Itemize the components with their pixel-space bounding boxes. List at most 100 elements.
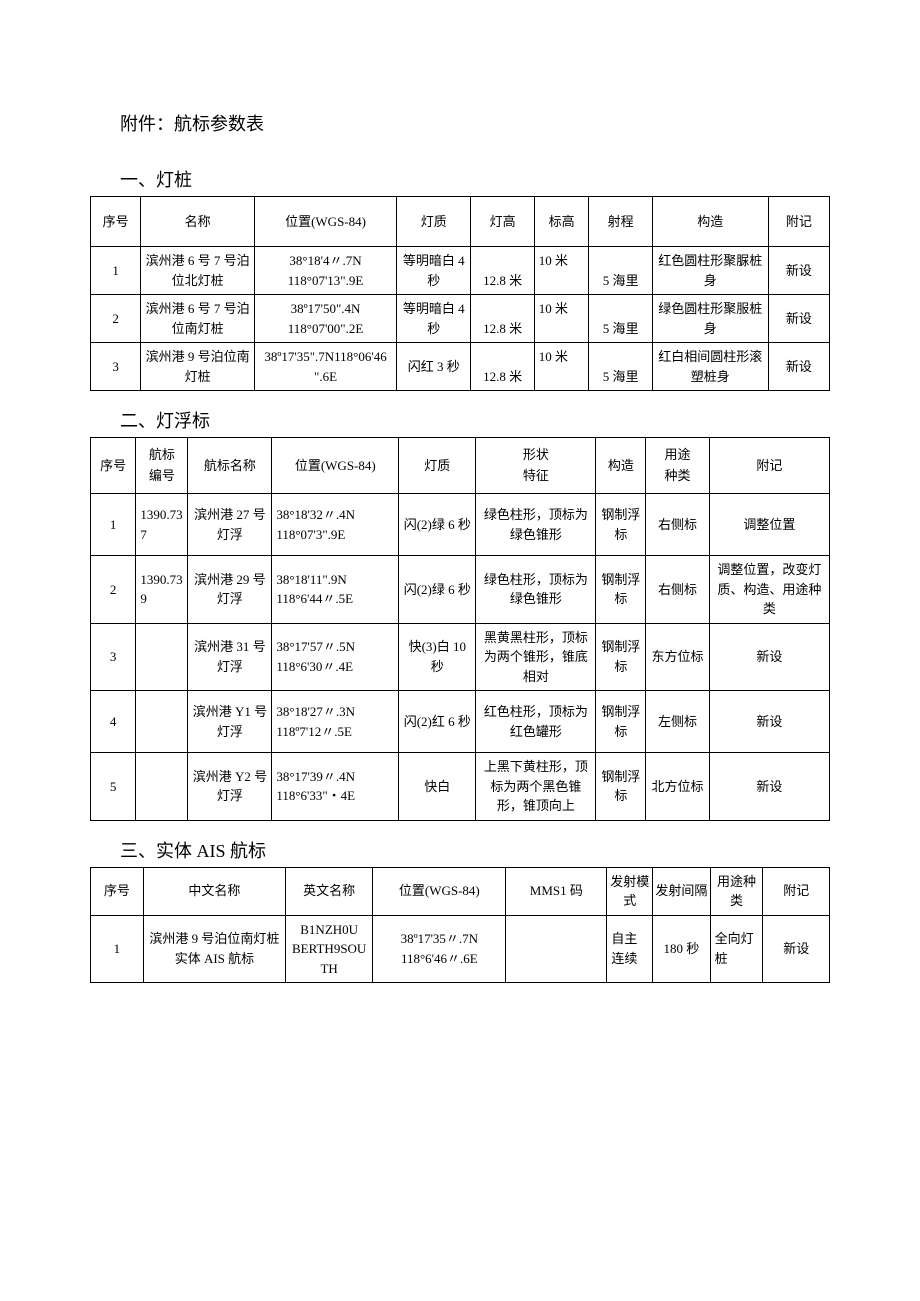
cell-mode: 自主连续 (607, 915, 653, 983)
cell-cn: 滨州港 9 号泊位南灯桩实体 AIS 航标 (143, 915, 285, 983)
cell-light: 快(3)白 10 秒 (399, 623, 476, 691)
col-header: 标高 (534, 197, 589, 247)
cell-name: 滨州港 9 号泊位南灯桩 (141, 343, 255, 391)
col-header: 航标编号 (136, 438, 188, 494)
table-row: 1滨州港 6 号 7 号泊位北灯桩38°18'4〃.7N118°07'13".9… (91, 247, 830, 295)
cell-note: 新设 (709, 691, 829, 753)
cell-struct: 钢制浮标 (596, 494, 646, 556)
cell-note: 新设 (768, 295, 829, 343)
cell-light: 闪(2)绿 6 秒 (399, 494, 476, 556)
col-header: 航标名称 (188, 438, 272, 494)
table-header-row: 序号 中文名称 英文名称 位置(WGS-84) MMS1 码 发射模式 发射间隔… (91, 867, 830, 915)
cell-name: 滨州港 27 号灯浮 (188, 494, 272, 556)
cell-pos: 38°18'4〃.7N118°07'13".9E (254, 247, 396, 295)
cell-pos: 38°18'27〃.3N118º7'12〃.5E (272, 691, 399, 753)
cell-struct: 钢制浮标 (596, 623, 646, 691)
col-header: 中文名称 (143, 867, 285, 915)
cell-shape: 上黑下黄柱形，顶标为两个黑色锥形，锥顶向上 (476, 753, 596, 821)
table-row: 1滨州港 9 号泊位南灯桩实体 AIS 航标B1NZH0U BERTH9SOUT… (91, 915, 830, 983)
cell-use: 右侧标 (646, 556, 709, 624)
cell-mark-h: 10 米 (534, 295, 589, 343)
cell-struct: 绿色圆柱形聚服桩身 (652, 295, 768, 343)
cell-name: 滨州港 31 号灯浮 (188, 623, 272, 691)
cell-pos: 38°18'11".9N118°6'44〃.5E (272, 556, 399, 624)
cell-code (136, 691, 188, 753)
cell-use: 东方位标 (646, 623, 709, 691)
cell-pos: 38º17'35".7N118°06'46".6E (254, 343, 396, 391)
cell-no: 4 (91, 691, 136, 753)
cell-no: 1 (91, 494, 136, 556)
cell-code (136, 753, 188, 821)
cell-no: 1 (91, 915, 144, 983)
col-header: 名称 (141, 197, 255, 247)
cell-note: 调整位置，改变灯质、构造、用途种类 (709, 556, 829, 624)
cell-light: 等明暗白 4 秒 (397, 247, 471, 295)
cell-shape: 黑黄黑柱形，顶标为两个锥形，锥底相对 (476, 623, 596, 691)
cell-range: 5 海里 (589, 295, 652, 343)
cell-struct: 钢制浮标 (596, 556, 646, 624)
table-row: 3滨州港 9 号泊位南灯桩38º17'35".7N118°06'46".6E闪红… (91, 343, 830, 391)
col-header: 序号 (91, 438, 136, 494)
cell-use: 左侧标 (646, 691, 709, 753)
col-header: 灯质 (399, 438, 476, 494)
table-row: 21390.739滨州港 29 号灯浮38°18'11".9N118°6'44〃… (91, 556, 830, 624)
col-header: 位置(WGS-84) (373, 867, 506, 915)
cell-en: B1NZH0U BERTH9SOUTH (286, 915, 373, 983)
cell-pos: 38º17'35〃.7N118°6'46〃.6E (373, 915, 506, 983)
col-header: 附记 (768, 197, 829, 247)
cell-no: 3 (91, 343, 141, 391)
cell-no: 3 (91, 623, 136, 691)
cell-interval: 180 秒 (653, 915, 710, 983)
cell-pos: 38°17'57〃.5N118°6'30〃.4E (272, 623, 399, 691)
table-row: 4滨州港 Y1 号灯浮38°18'27〃.3N118º7'12〃.5E闪(2)红… (91, 691, 830, 753)
col-header: 用途种类 (646, 438, 709, 494)
cell-note: 新设 (768, 247, 829, 295)
cell-light: 快白 (399, 753, 476, 821)
table-header-row: 序号 名称 位置(WGS-84) 灯质 灯高 标高 射程 构造 附记 (91, 197, 830, 247)
cell-struct: 钢制浮标 (596, 753, 646, 821)
cell-range: 5 海里 (589, 247, 652, 295)
cell-light: 等明暗白 4 秒 (397, 295, 471, 343)
table-row: 2滨州港 6 号 7 号泊位南灯桩38º17'50".4N118°07'00".… (91, 295, 830, 343)
table-header-row: 序号 航标编号 航标名称 位置(WGS-84) 灯质 形状特征 构造 用途种类 … (91, 438, 830, 494)
cell-lamp-h: 12.8 米 (471, 343, 534, 391)
cell-light: 闪红 3 秒 (397, 343, 471, 391)
cell-name: 滨州港 Y1 号灯浮 (188, 691, 272, 753)
section-3-title: 三、实体 AIS 航标 (90, 837, 830, 863)
col-header: 用途种类 (710, 867, 763, 915)
cell-lamp-h: 12.8 米 (471, 247, 534, 295)
cell-pos: 38º17'50".4N118°07'00".2E (254, 295, 396, 343)
table-row: 5 滨州港 Y2 号灯浮38°17'39〃.4N118°6'33"・4E快白上黑下… (91, 753, 830, 821)
table-row: 11390.737滨州港 27 号灯浮38°18'32〃.4N118°07'3"… (91, 494, 830, 556)
cell-name: 滨州港 29 号灯浮 (188, 556, 272, 624)
cell-mark-h: 10 米 (534, 247, 589, 295)
table-light-buoy: 序号 航标编号 航标名称 位置(WGS-84) 灯质 形状特征 构造 用途种类 … (90, 437, 830, 821)
cell-code: 1390.737 (136, 494, 188, 556)
cell-use: 右侧标 (646, 494, 709, 556)
cell-lamp-h: 12.8 米 (471, 295, 534, 343)
cell-no: 5 (91, 753, 136, 821)
col-header: 位置(WGS-84) (272, 438, 399, 494)
col-header: 发射间隔 (653, 867, 710, 915)
cell-note: 新设 (768, 343, 829, 391)
col-header: 发射模式 (607, 867, 653, 915)
cell-no: 1 (91, 247, 141, 295)
cell-shape: 红色柱形，顶标为红色罐形 (476, 691, 596, 753)
col-header: 附记 (709, 438, 829, 494)
cell-shape: 绿色柱形，顶标为绿色锥形 (476, 556, 596, 624)
cell-struct: 红白相间圆柱形滚塑桩身 (652, 343, 768, 391)
cell-code (136, 623, 188, 691)
section-2-title: 二、灯浮标 (90, 407, 830, 433)
section-1-title: 一、灯桩 (90, 166, 830, 192)
col-header: MMS1 码 (506, 867, 607, 915)
cell-note: 新设 (763, 915, 830, 983)
cell-name: 滨州港 Y2 号灯浮 (188, 753, 272, 821)
table-ais: 序号 中文名称 英文名称 位置(WGS-84) MMS1 码 发射模式 发射间隔… (90, 867, 830, 984)
col-header: 形状特征 (476, 438, 596, 494)
cell-pos: 38°17'39〃.4N118°6'33"・4E (272, 753, 399, 821)
cell-name: 滨州港 6 号 7 号泊位北灯桩 (141, 247, 255, 295)
col-header: 灯高 (471, 197, 534, 247)
col-header: 序号 (91, 197, 141, 247)
col-header: 附记 (763, 867, 830, 915)
cell-code: 1390.739 (136, 556, 188, 624)
